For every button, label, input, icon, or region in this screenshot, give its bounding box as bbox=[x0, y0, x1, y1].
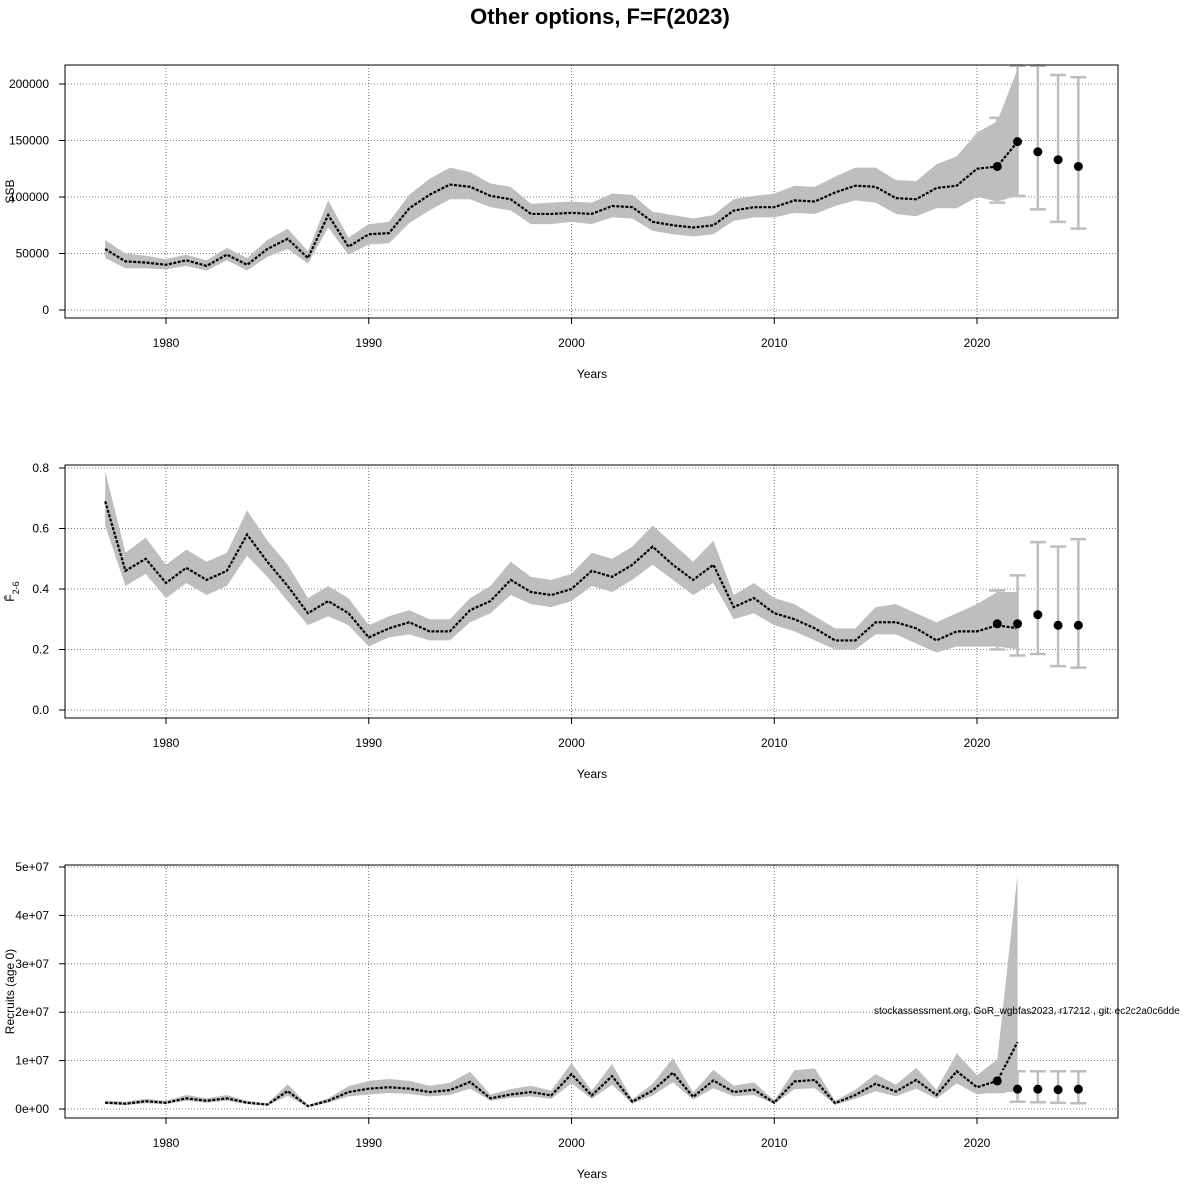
y-tick-label: 2e+07 bbox=[15, 1005, 49, 1019]
x-tick-label: 2010 bbox=[761, 736, 788, 750]
y-tick-label: 0.6 bbox=[32, 522, 49, 536]
confidence-band bbox=[105, 471, 1018, 653]
page-title: Other options, F=F(2023) bbox=[470, 4, 730, 29]
forecast-point bbox=[1033, 610, 1043, 620]
x-tick-label: 1980 bbox=[153, 336, 180, 350]
y-tick-label: 0.4 bbox=[32, 582, 49, 596]
y-tick-label: 0.2 bbox=[32, 643, 49, 657]
forecast-point bbox=[992, 161, 1002, 171]
error-bar bbox=[1029, 540, 1046, 656]
x-tick-label: 1980 bbox=[153, 1136, 180, 1150]
forecast-point bbox=[1013, 1084, 1023, 1094]
ssb-panel: 1980 1990 2000 2010 2020 0 50000 100000 150000 20… bbox=[3, 64, 1119, 381]
y-tick-label: 5e+07 bbox=[15, 860, 49, 874]
error-bar bbox=[1009, 574, 1026, 657]
error-bar bbox=[1029, 64, 1046, 211]
x-tick-label: 2020 bbox=[964, 736, 991, 750]
forecast-point bbox=[1013, 619, 1023, 629]
y-axis-title: SSB bbox=[3, 179, 17, 203]
forecast-point bbox=[1053, 155, 1063, 165]
x-tick-label: 1990 bbox=[355, 1136, 382, 1150]
series-line bbox=[105, 1041, 1019, 1108]
x-tick-label: 2010 bbox=[761, 1136, 788, 1150]
x-axis-title: Years bbox=[577, 767, 607, 781]
forecast-point bbox=[1073, 620, 1083, 630]
y-axis-title: Recruits (age 0) bbox=[3, 949, 17, 1034]
y-tick-label: 0 bbox=[42, 303, 49, 317]
y-tick-label: 3e+07 bbox=[15, 957, 49, 971]
forecast-point bbox=[1033, 147, 1043, 157]
x-tick-label: 2020 bbox=[964, 1136, 991, 1150]
forecast-point bbox=[1033, 1084, 1043, 1094]
error-bar bbox=[989, 116, 1006, 204]
x-axis-title: Years bbox=[577, 367, 607, 381]
y-axis-title: F̄2-6 bbox=[3, 581, 21, 601]
y-tick-label: 0.0 bbox=[32, 703, 49, 717]
x-tick-label: 2010 bbox=[761, 336, 788, 350]
y-tick-label: 1e+07 bbox=[15, 1054, 49, 1068]
forecast-point bbox=[1053, 620, 1063, 630]
series-line bbox=[104, 500, 1018, 642]
error-bar bbox=[1070, 537, 1087, 669]
x-tick-label: 1990 bbox=[355, 336, 382, 350]
plot-frame bbox=[64, 64, 1119, 319]
y-tick-label: 50000 bbox=[16, 247, 50, 261]
error-bar bbox=[1050, 73, 1067, 224]
x-tick-label: 2000 bbox=[558, 336, 585, 350]
series-line bbox=[104, 140, 1019, 268]
forecast-point bbox=[1013, 137, 1023, 147]
plot-frame bbox=[64, 464, 1119, 719]
y-tick-label: 150000 bbox=[9, 134, 49, 148]
y-axis-title-subscript: 2-6 bbox=[11, 581, 21, 594]
forecast-point bbox=[992, 619, 1002, 629]
fbar-panel: 1980 1990 2000 2010 2020 0.0 0.2 0.4 0.6 0.8 Years… bbox=[3, 461, 1119, 781]
confidence-band bbox=[105, 874, 1018, 1108]
forecast-point bbox=[992, 1076, 1002, 1086]
confidence-band bbox=[105, 69, 1018, 271]
error-bar bbox=[1050, 545, 1067, 668]
y-tick-label: 0e+00 bbox=[15, 1102, 49, 1116]
forecast-point bbox=[1073, 1084, 1083, 1094]
x-tick-label: 2000 bbox=[558, 1136, 585, 1150]
x-tick-label: 2000 bbox=[558, 736, 585, 750]
forecast-point bbox=[1073, 161, 1083, 171]
y-tick-label: 4e+07 bbox=[15, 908, 49, 922]
y-tick-label: 0.8 bbox=[32, 461, 49, 475]
y-tick-label: 200000 bbox=[9, 77, 49, 91]
error-bar bbox=[1009, 64, 1026, 198]
y-tick-label: 100000 bbox=[9, 190, 49, 204]
x-axis-title: Years bbox=[577, 1167, 607, 1181]
error-bar bbox=[1070, 75, 1087, 230]
recruits-panel: 1980 1990 2000 2010 2020 0e+00 1e+07 2e+07 3e+07… bbox=[3, 860, 1119, 1181]
footnote-text: stockassessment.org, GoR_wgbfas2023, r17… bbox=[874, 1006, 1180, 1017]
x-tick-label: 2020 bbox=[964, 336, 991, 350]
x-tick-label: 1990 bbox=[355, 736, 382, 750]
x-tick-label: 1980 bbox=[153, 736, 180, 750]
plot-frame bbox=[64, 864, 1119, 1119]
forecast-point bbox=[1053, 1085, 1063, 1095]
